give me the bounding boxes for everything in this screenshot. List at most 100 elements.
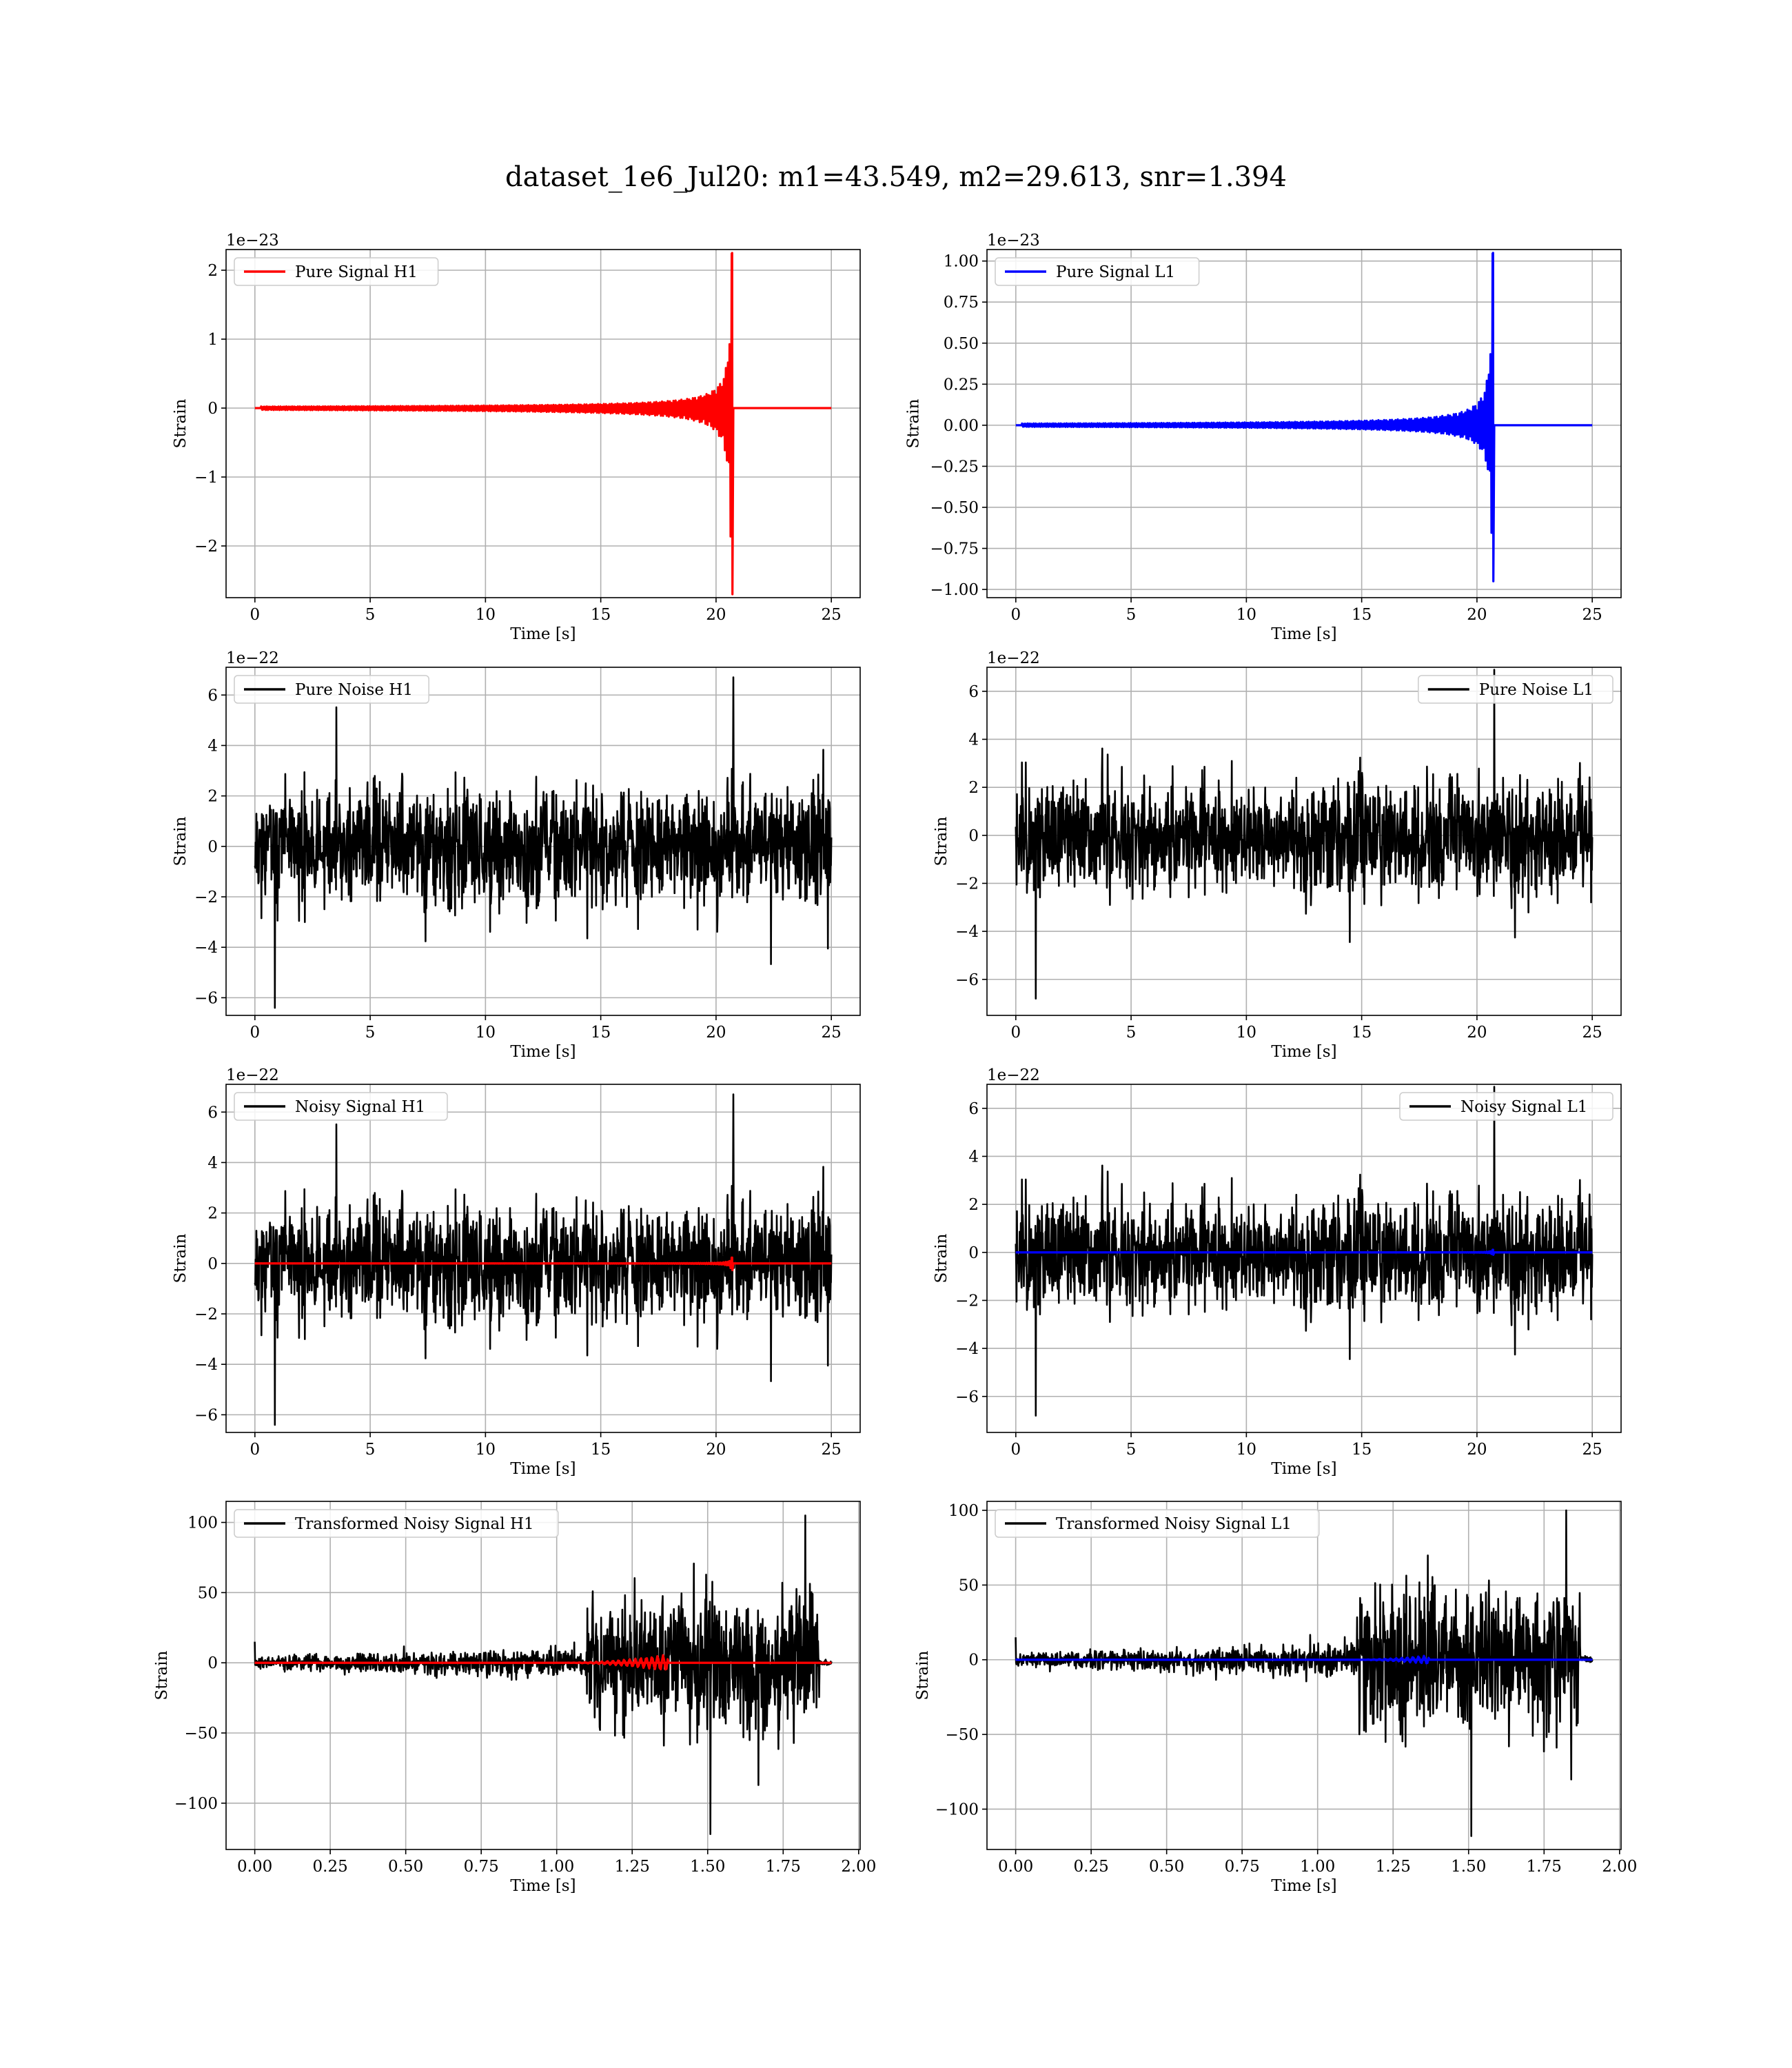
x-tick-label: 10 — [1236, 1441, 1256, 1459]
y-tick-label: −1 — [194, 469, 218, 487]
axes-frame — [225, 1501, 861, 1850]
y-tick-label: −0.75 — [930, 540, 979, 558]
x-axis-label: Time [s] — [510, 625, 576, 643]
subplot-pure-noise-h1: 0 5 10 15 20 25 −6 −4 −2 0 2 4 6 Time [s] Strain 1e−22 P… — [172, 649, 861, 1061]
series-line-0 — [254, 676, 833, 1009]
x-axis-label: Time [s] — [1271, 1877, 1336, 1895]
y-tick-label: 50 — [198, 1584, 218, 1602]
legend-box — [234, 675, 429, 704]
y-tick-label: −6 — [194, 1406, 218, 1424]
x-tick-label: 10 — [476, 1024, 496, 1042]
x-tick-label: 0.50 — [1149, 1858, 1184, 1876]
y-axis-label: Strain — [172, 1233, 190, 1283]
x-axis-label: Time [s] — [1271, 1460, 1336, 1478]
y-tick-label: −2 — [955, 875, 979, 893]
legend: Pure Signal L1 — [995, 257, 1200, 286]
y-tick-label: 2 — [207, 262, 218, 280]
legend-box — [234, 1092, 448, 1121]
legend-box — [234, 257, 439, 286]
x-tick-label: 5 — [365, 1024, 376, 1042]
series-line-0 — [254, 1093, 833, 1426]
y-tick-label: 0 — [207, 400, 218, 418]
x-tick-label: 10 — [1236, 606, 1256, 624]
y-tick-label: 4 — [207, 1154, 218, 1172]
x-tick-label: 20 — [706, 1024, 726, 1042]
y-axis-label: Strain — [153, 1650, 171, 1700]
y-tick-label: 1.00 — [944, 253, 979, 271]
axes-frame — [986, 1084, 1622, 1433]
y-tick-label: 4 — [968, 1148, 979, 1166]
x-tick-label: 0 — [1010, 1441, 1021, 1459]
y-tick-label: 2 — [968, 779, 979, 797]
x-tick-label: 2.00 — [841, 1858, 876, 1876]
axes-frame — [225, 667, 861, 1016]
y-tick-label: 2 — [207, 1205, 218, 1223]
x-tick-label: 1.75 — [1527, 1858, 1562, 1876]
y-tick-label: −2 — [194, 538, 218, 556]
x-tick-label: 15 — [1352, 1024, 1372, 1042]
axis-offset-text: 1e−22 — [987, 649, 1040, 667]
legend-label: Transformed Noisy Signal L1 — [1056, 1515, 1292, 1533]
y-tick-label: −6 — [955, 971, 979, 989]
x-tick-label: 0 — [250, 1024, 260, 1042]
y-tick-label: 0 — [207, 838, 218, 856]
y-tick-label: 0 — [968, 827, 979, 845]
x-tick-label: 1.50 — [690, 1858, 725, 1876]
legend-box — [995, 257, 1200, 286]
y-tick-label: 0.75 — [944, 294, 979, 312]
grid — [226, 667, 860, 1015]
x-tick-label: 0.25 — [313, 1858, 348, 1876]
series-line-0 — [1015, 1509, 1594, 1837]
y-tick-label: −4 — [955, 923, 979, 941]
x-tick-label: 20 — [706, 606, 726, 624]
y-tick-label: 0.50 — [944, 335, 979, 353]
y-axis-label: Strain — [905, 398, 923, 448]
legend: Noisy Signal L1 — [1399, 1092, 1613, 1121]
legend-box — [1418, 675, 1613, 704]
x-tick-label: 10 — [476, 606, 496, 624]
axis-offset-text: 1e−23 — [987, 232, 1040, 250]
axis-offset-text: 1e−23 — [226, 232, 279, 250]
legend-box — [234, 1509, 559, 1538]
series-group — [254, 676, 833, 1009]
y-tick-label: −50 — [945, 1726, 979, 1744]
series-group — [1015, 1509, 1594, 1837]
legend-label: Pure Noise H1 — [295, 681, 413, 699]
x-tick-label: 20 — [1467, 606, 1487, 624]
axis-offset-text: 1e−22 — [226, 1066, 279, 1084]
series-line-0 — [1015, 669, 1594, 1000]
x-tick-label: 15 — [591, 606, 611, 624]
series-group — [254, 1514, 833, 1835]
axis-offset-text: 1e−22 — [226, 649, 279, 667]
x-axis-label: Time [s] — [510, 1460, 576, 1478]
x-tick-label: 25 — [1582, 1441, 1602, 1459]
subplot-transformed-noisy-signal-l1: 0.00 0.25 0.50 0.75 1.00 1.25 1.50 1.75 2.00 −100… — [914, 1501, 1637, 1895]
y-tick-label: −100 — [935, 1801, 979, 1818]
x-tick-label: 0 — [1010, 1024, 1021, 1042]
y-tick-label: 0 — [207, 1255, 218, 1273]
y-tick-label: −50 — [184, 1725, 218, 1743]
x-tick-label: 1.25 — [1376, 1858, 1411, 1876]
y-tick-label: 100 — [948, 1502, 979, 1520]
x-tick-label: 5 — [365, 606, 376, 624]
y-tick-label: 0.00 — [944, 417, 979, 435]
series-group — [254, 252, 832, 596]
y-tick-label: 6 — [207, 687, 218, 704]
y-tick-label: 0 — [968, 1652, 979, 1670]
x-tick-label: 0.50 — [388, 1858, 423, 1876]
subplot-pure-signal-l1: 0 5 10 15 20 25 −1.00 −0.75 −0.50 −0.25 0.00 0.25 0.… — [905, 232, 1622, 643]
x-tick-label: 0.25 — [1074, 1858, 1109, 1876]
x-tick-label: 10 — [476, 1441, 496, 1459]
legend-label: Pure Signal L1 — [1056, 263, 1175, 281]
axes-frame — [225, 249, 861, 598]
x-tick-label: 1.00 — [1300, 1858, 1335, 1876]
y-tick-label: 4 — [207, 737, 218, 755]
x-tick-label: 25 — [822, 1441, 842, 1459]
x-tick-label: 0.75 — [464, 1858, 499, 1876]
series-group — [1015, 252, 1593, 582]
axes-frame — [986, 1501, 1622, 1850]
y-tick-label: 4 — [968, 731, 979, 749]
x-tick-label: 0.00 — [998, 1858, 1033, 1876]
